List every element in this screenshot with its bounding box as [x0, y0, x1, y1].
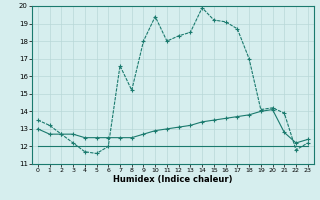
X-axis label: Humidex (Indice chaleur): Humidex (Indice chaleur) [113, 175, 233, 184]
